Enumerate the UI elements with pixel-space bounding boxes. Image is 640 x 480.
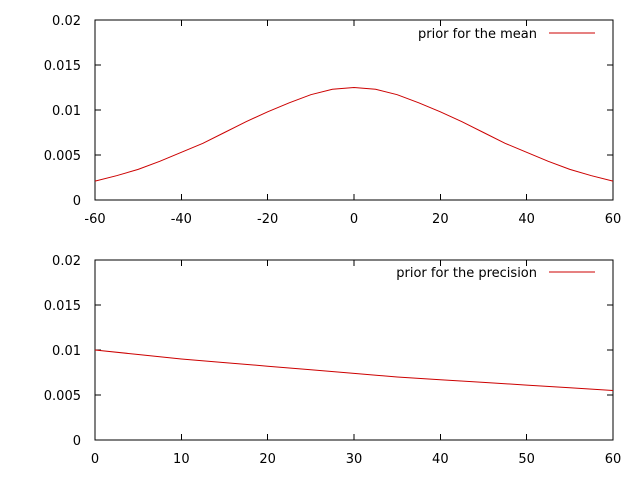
plot-frame <box>94 19 614 201</box>
x-tick-label: 20 <box>259 452 276 467</box>
y-tick-label: 0.015 <box>44 299 81 314</box>
x-tick-label: 0 <box>350 212 358 227</box>
y-tick-label: 0.01 <box>52 344 81 359</box>
x-tick-label: 0 <box>91 452 99 467</box>
legend-label: prior for the mean <box>418 27 537 42</box>
mean-prior-chart: -60 -40 -20 0 20 40 60 0 0.005 0.01 0.015 0.02 prior… <box>44 14 621 227</box>
plot-frame <box>94 259 614 441</box>
x-tick-label: 40 <box>518 212 535 227</box>
legend-label: prior for the precision <box>396 266 537 281</box>
y-tick-label: 0.02 <box>52 14 81 29</box>
y-tick-label: 0.015 <box>44 59 81 74</box>
precision-prior-chart: 0 10 20 30 40 50 60 0 0.005 0.01 0.015 0.02 prior fo… <box>44 254 621 467</box>
x-tick-label: 50 <box>518 452 535 467</box>
y-tick-label: 0.02 <box>52 254 81 269</box>
y-tick-label: 0.005 <box>44 149 81 164</box>
x-tick-label: 60 <box>605 452 622 467</box>
x-tick-label: 30 <box>346 452 363 467</box>
x-tick-label: 20 <box>432 212 449 227</box>
y-tick-label: 0 <box>73 434 81 449</box>
series-line <box>94 86 614 182</box>
y-tick-label: 0 <box>73 194 81 209</box>
x-tick-label: -60 <box>84 212 105 227</box>
series-line <box>94 349 614 391</box>
x-tick-label: 60 <box>605 212 622 227</box>
x-tick-label: 40 <box>432 452 449 467</box>
y-tick-label: 0.005 <box>44 389 81 404</box>
x-tick-label: 10 <box>173 452 190 467</box>
x-tick-label: -20 <box>257 212 278 227</box>
x-tick-label: -40 <box>171 212 192 227</box>
y-tick-label: 0.01 <box>52 104 81 119</box>
